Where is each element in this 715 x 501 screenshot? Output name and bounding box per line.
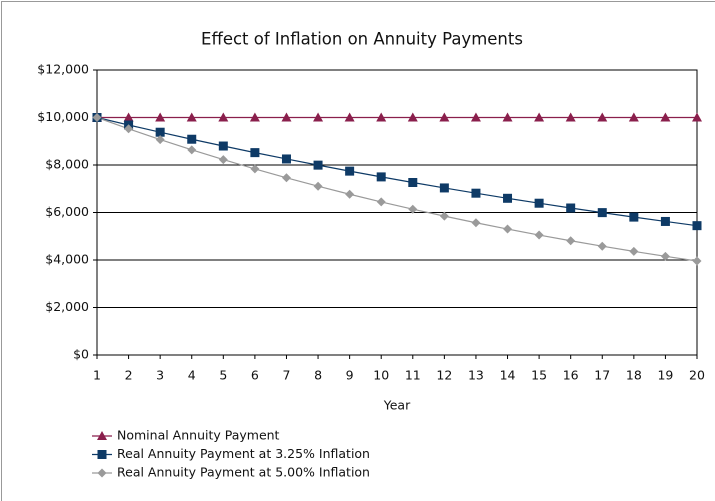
diamond-marker	[534, 230, 544, 240]
triangle-marker	[281, 112, 292, 122]
diamond-marker	[250, 164, 260, 174]
square-marker	[471, 188, 481, 198]
triangle-marker	[123, 112, 134, 122]
x-tick-label: 16	[563, 368, 579, 383]
diamond-marker	[503, 224, 513, 234]
legend-label: Real Annuity Payment at 5.00% Inflation	[117, 465, 370, 480]
square-marker	[187, 134, 197, 144]
triangle-marker	[439, 112, 450, 122]
diamond-marker	[660, 251, 670, 261]
diamond-marker	[155, 135, 165, 145]
x-tick-label: 14	[500, 368, 516, 383]
triangle-marker	[597, 112, 608, 122]
x-tick-label: 20	[689, 368, 705, 383]
square-marker	[313, 160, 323, 170]
triangle-marker	[344, 112, 355, 122]
square-marker	[503, 193, 513, 203]
x-tick-label: 17	[594, 368, 610, 383]
square-marker	[597, 208, 607, 218]
triangle-marker	[470, 112, 481, 122]
triangle-marker	[313, 112, 324, 122]
x-tick-label: 7	[282, 368, 290, 383]
diamond-marker	[566, 236, 576, 246]
diamond-marker	[313, 181, 323, 191]
x-tick-label: 1	[93, 368, 101, 383]
x-tick-label: 8	[314, 368, 322, 383]
diamond-marker	[597, 241, 607, 251]
x-tick-label: 5	[219, 368, 227, 383]
diamond-marker	[124, 124, 134, 134]
triangle-marker	[407, 112, 418, 122]
square-marker	[155, 127, 165, 137]
x-tick-label: 18	[626, 368, 642, 383]
diamond-marker	[97, 468, 107, 478]
x-tick-label: 19	[657, 368, 673, 383]
y-tick-label: $4,000	[45, 252, 89, 267]
x-tick-label: 9	[346, 368, 354, 383]
diamond-marker	[629, 246, 639, 256]
triangle-marker	[628, 112, 639, 122]
y-tick-label: $6,000	[45, 204, 89, 219]
triangle-marker	[186, 112, 197, 122]
diamond-marker	[408, 204, 418, 214]
square-marker	[439, 183, 449, 193]
triangle-marker	[534, 112, 545, 122]
diamond-marker	[281, 173, 291, 183]
triangle-marker	[565, 112, 576, 122]
diamond-marker	[345, 189, 355, 199]
square-marker	[345, 166, 355, 176]
x-tick-label: 2	[125, 368, 133, 383]
diamond-marker	[218, 155, 228, 165]
chart-title: Effect of Inflation on Annuity Payments	[201, 30, 523, 49]
square-marker	[250, 148, 260, 158]
triangle-marker	[218, 112, 229, 122]
square-marker	[376, 172, 386, 182]
triangle-marker	[660, 112, 671, 122]
y-tick-label: $8,000	[45, 157, 89, 172]
x-tick-label: 4	[188, 368, 196, 383]
square-marker	[281, 154, 291, 164]
y-tick-label: $2,000	[45, 299, 89, 314]
diamond-marker	[376, 197, 386, 207]
legend-label: Real Annuity Payment at 3.25% Inflation	[117, 446, 370, 461]
y-tick-label: $0	[73, 347, 89, 362]
triangle-marker	[155, 112, 166, 122]
series-line	[96, 116, 698, 227]
triangle-marker	[97, 431, 107, 440]
triangle-marker	[502, 112, 513, 122]
diamond-marker	[439, 211, 449, 221]
triangle-marker	[249, 112, 260, 122]
x-tick-label: 3	[156, 368, 164, 383]
diamond-marker	[92, 113, 102, 122]
x-tick-label: 15	[531, 368, 547, 383]
square-marker	[660, 216, 670, 226]
square-marker	[629, 212, 639, 222]
diamond-marker	[187, 145, 197, 155]
triangle-marker	[692, 112, 702, 122]
x-tick-label: 11	[405, 368, 421, 383]
diamond-marker	[471, 218, 481, 228]
square-marker	[692, 221, 702, 231]
diamond-marker	[692, 256, 702, 266]
legend-label: Nominal Annuity Payment	[117, 428, 280, 443]
x-tick-label: 12	[436, 368, 452, 383]
square-marker	[534, 198, 544, 208]
square-marker	[566, 203, 576, 213]
square-marker	[97, 450, 107, 459]
x-tick-label: 13	[468, 368, 484, 383]
x-axis-label: Year	[383, 398, 411, 413]
series-line	[96, 116, 698, 262]
y-tick-label: $10,000	[37, 109, 89, 124]
square-marker	[218, 141, 228, 151]
square-marker	[408, 178, 418, 188]
triangle-marker	[376, 112, 387, 122]
x-tick-label: 10	[373, 368, 389, 383]
y-tick-label: $12,000	[37, 62, 89, 77]
x-tick-label: 6	[251, 368, 259, 383]
